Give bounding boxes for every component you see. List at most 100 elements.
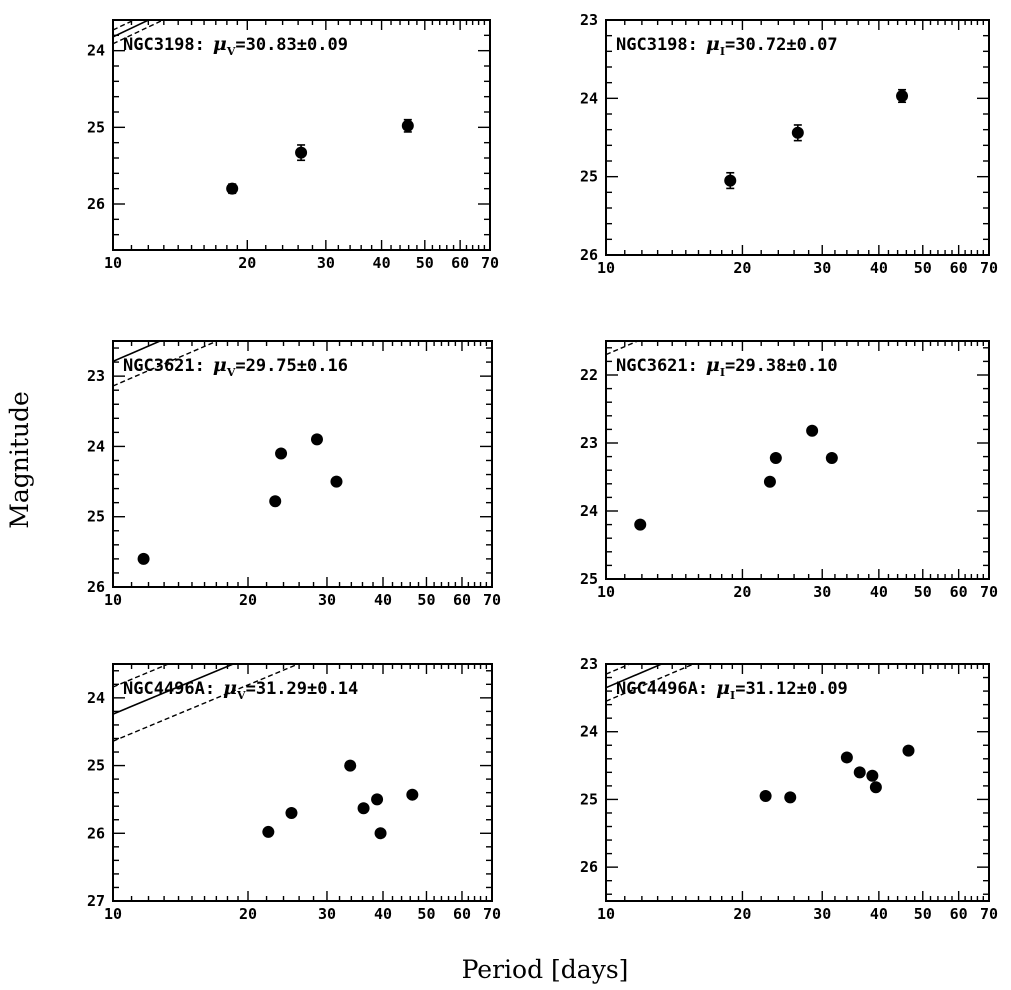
x-tick-label: 60 <box>950 583 968 601</box>
cepheid-point <box>344 759 357 772</box>
x-tick-label: 30 <box>318 591 336 609</box>
mu-symbol: μ <box>213 33 227 55</box>
cepheid-point <box>784 791 797 804</box>
x-tick-label: 20 <box>733 259 751 277</box>
x-tick-label: 30 <box>813 583 831 601</box>
x-tick-label: 70 <box>980 259 998 277</box>
y-tick-label: 22 <box>580 366 598 384</box>
y-tick-label: 26 <box>87 578 105 596</box>
distance-modulus: =30.83±0.09 <box>235 35 348 55</box>
pl-lower-band <box>606 664 696 702</box>
pl-fit-line <box>113 664 236 715</box>
cepheid-point <box>840 751 853 764</box>
cepheid-point <box>269 495 282 508</box>
pl-lower-band <box>113 341 219 387</box>
cepheid-point <box>763 475 776 488</box>
y-tick-label: 27 <box>87 892 105 910</box>
galaxy-name: NGC3198: <box>123 35 205 55</box>
x-tick-label: 30 <box>813 905 831 923</box>
x-axis-title: Period [days] <box>462 955 629 984</box>
y-tick-label: 24 <box>580 723 598 741</box>
distance-modulus: =30.72±0.07 <box>725 35 838 55</box>
cepheid-point <box>226 182 239 195</box>
cepheid-point <box>902 744 915 757</box>
x-tick-label: 50 <box>416 254 434 272</box>
panel-label: NGC3198: μI=30.72±0.07 <box>616 33 838 58</box>
cepheid-point <box>806 424 819 437</box>
pl-fit-line <box>113 341 163 363</box>
band-subscript: I <box>720 366 725 379</box>
y-tick-label: 26 <box>87 824 105 842</box>
cepheid-point <box>759 790 772 803</box>
panel-label: NGC3198: μV=30.83±0.09 <box>123 33 348 58</box>
x-tick-label: 70 <box>483 591 501 609</box>
pl-lower-band <box>113 664 301 742</box>
cepheid-point <box>137 552 150 565</box>
galaxy-name: NGC4496A: <box>616 679 708 699</box>
panel-ngc4496a-i: 10 20 30 40 50 60 70 23 24 25 26 NGC4496A: μI=31.12±… <box>580 655 998 923</box>
plot-frame <box>112 19 491 251</box>
panel-label: NGC4496A: μI=31.12±0.09 <box>616 677 848 702</box>
cepheid-point <box>285 806 298 819</box>
plot-frame <box>112 663 493 902</box>
y-tick-label: 23 <box>580 655 598 673</box>
panel-ngc3198-v: 10 20 30 40 50 60 70 24 25 26 NGC3198: μV=30.83±0.0… <box>87 19 499 272</box>
cepheid-point <box>357 802 370 815</box>
mu-symbol: μ <box>716 677 730 699</box>
distance-modulus: =31.12±0.09 <box>735 679 848 699</box>
panel-label: NGC3621: μV=29.75±0.16 <box>123 354 348 379</box>
x-tick-label: 50 <box>417 591 435 609</box>
y-tick-label: 25 <box>87 508 105 526</box>
x-tick-label: 50 <box>914 583 932 601</box>
cepheid-point <box>330 475 343 488</box>
x-tick-label: 60 <box>950 259 968 277</box>
x-tick-label: 70 <box>483 905 501 923</box>
mu-symbol: μ <box>706 354 720 376</box>
plot-frame <box>112 340 493 588</box>
band-subscript: I <box>720 45 725 58</box>
cepheid-point <box>825 451 838 464</box>
galaxy-name: NGC3621: <box>616 356 698 376</box>
x-tick-label: 40 <box>373 254 391 272</box>
band-subscript: V <box>236 689 246 702</box>
panel-ngc3198-i: 10 20 30 40 50 60 70 23 24 25 26 NGC3198: μI=30.72±0… <box>580 0 998 277</box>
pl-lower-band <box>606 0 989 18</box>
x-tick-label: 20 <box>238 254 256 272</box>
x-tick-label: 10 <box>597 259 615 277</box>
cepheid-point <box>866 769 879 782</box>
distance-modulus: =29.38±0.10 <box>725 356 838 376</box>
x-tick-label: 40 <box>374 591 392 609</box>
x-tick-label: 40 <box>870 583 888 601</box>
mu-symbol: μ <box>213 354 227 376</box>
plot-frame <box>605 340 990 580</box>
y-tick-label: 24 <box>87 437 105 455</box>
cepheid-point <box>896 89 909 102</box>
cepheid-point <box>275 447 288 460</box>
y-tick-label: 24 <box>87 42 105 60</box>
x-tick-label: 60 <box>451 254 469 272</box>
x-tick-label: 20 <box>239 905 257 923</box>
y-tick-label: 25 <box>87 118 105 136</box>
cepheid-point <box>634 518 647 531</box>
y-tick-label: 23 <box>580 11 598 29</box>
galaxy-name: NGC4496A: <box>123 679 215 699</box>
cepheid-point <box>371 793 384 806</box>
pl-fit-line <box>606 0 989 12</box>
y-axis-title: Magnitude <box>5 391 34 529</box>
panel-ngc4496a-v: 10 20 30 40 50 60 70 24 25 26 27 NGC4496A: μV=31.29±… <box>87 663 501 923</box>
y-tick-label: 23 <box>580 434 598 452</box>
y-tick-label: 25 <box>580 570 598 588</box>
cepheid-point <box>724 174 737 187</box>
plot-frame <box>605 663 990 902</box>
x-tick-label: 70 <box>980 583 998 601</box>
x-tick-label: 20 <box>733 905 751 923</box>
x-tick-label: 70 <box>980 905 998 923</box>
x-tick-label: 60 <box>453 905 471 923</box>
plot-frame <box>605 19 990 256</box>
pl-fit-line <box>113 20 151 38</box>
x-tick-label: 10 <box>104 905 122 923</box>
y-tick-label: 24 <box>87 689 105 707</box>
panel-label: NGC3621: μI=29.38±0.10 <box>616 354 838 379</box>
mu-symbol: μ <box>223 677 237 699</box>
cepheid-point <box>791 126 804 139</box>
